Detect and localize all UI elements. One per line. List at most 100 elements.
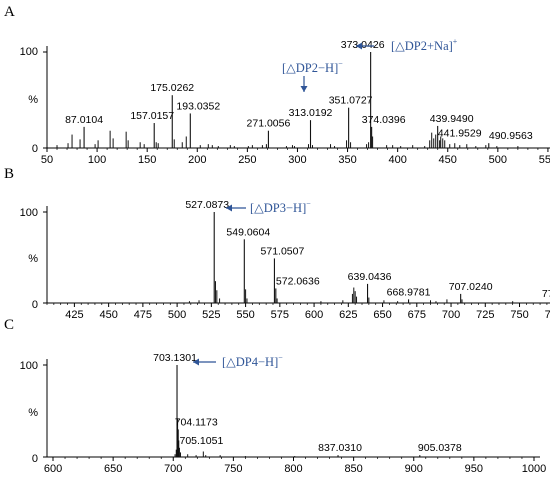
annotation-charge: − — [338, 59, 343, 68]
peak-label: 439.9490 — [430, 113, 474, 125]
peak-label: 707.0240 — [449, 281, 493, 293]
panel-c-letter: C — [4, 317, 14, 333]
peak-label: 441.9529 — [438, 127, 482, 139]
panel-a-labeled-peaks: 87.0104 157.0157175.0262193.0352271.00563… — [65, 39, 533, 148]
x-tick-label: 1000 — [522, 463, 546, 475]
peak-label: 373.0426 — [341, 39, 385, 51]
spectrum-panel-a: A 100 0 % 50 100 150 200 250 300 350 400 450 500 5… — [4, 4, 550, 166]
annotation-label: [△DP2+Na]+ — [391, 37, 458, 53]
panel-b-letter: B — [4, 166, 14, 182]
x-tick-label: 525 — [202, 309, 220, 321]
annotation-label: [△DP4−H]− — [222, 353, 283, 369]
peak-label: 704.1173 — [175, 416, 218, 428]
peak-label: 175.0262 — [150, 82, 194, 94]
x-tick-label: 950 — [465, 463, 483, 475]
panel-c-ymin-label: 0 — [32, 453, 38, 465]
x-tick-label: 600 — [44, 463, 62, 475]
peak-label: 905.0378 — [418, 442, 462, 454]
panel-b-minor-peaks — [188, 281, 514, 303]
annotation-arrowhead — [356, 42, 362, 50]
peak-label: 703.1301 — [153, 352, 197, 364]
panel-a-minor-peaks — [56, 130, 519, 148]
x-tick-label: 150 — [138, 154, 156, 166]
x-tick-label: 775 — [545, 309, 550, 321]
x-tick-label: 725 — [476, 309, 494, 321]
x-tick-label: 250 — [238, 154, 256, 166]
peak-label: 87.0104 — [65, 114, 103, 126]
x-tick-label: 425 — [65, 309, 83, 321]
x-tick-label: 575 — [271, 309, 289, 321]
annotation-label: [△DP2−H]− — [282, 59, 343, 75]
annotation-charge: + — [453, 37, 458, 46]
x-tick-label: 550 — [236, 309, 254, 321]
x-tick-label: 675 — [408, 309, 426, 321]
panel-c-labeled-peaks: 703.1301 704.1173 705.1051 837.0310 905.0378 — [153, 352, 462, 457]
panel-b-ymax-label: 100 — [20, 207, 38, 219]
x-tick-label: 900 — [405, 463, 423, 475]
panel-c-minor-peaks — [174, 418, 296, 457]
x-tick-label: 650 — [373, 309, 391, 321]
panel-a-ymax-label: 100 — [20, 46, 38, 58]
spectrum-panel-b: B 100 0 % 425 450 475 500 525 550 575 600 625 650… — [4, 166, 550, 321]
x-tick-label: 750 — [224, 463, 242, 475]
peak-label: 705.1051 — [179, 435, 223, 447]
panel-b-annotations: [△DP3−H]− — [226, 199, 311, 215]
x-tick-label: 500 — [489, 154, 507, 166]
peak-label: 639.0436 — [348, 271, 392, 283]
x-tick-label: 50 — [41, 154, 53, 166]
panel-c-ymax-label: 100 — [20, 360, 38, 372]
panel-b-ymin-label: 0 — [32, 299, 38, 311]
panel-b-labeled-peaks: 527.0873 549.0604 571.0507 572.0636 639.0436… — [185, 199, 550, 303]
x-tick-label: 450 — [99, 309, 117, 321]
panel-b-axes: 425 450 475 500 525 550 575 600 625 650 675 700 725 7… — [43, 206, 550, 321]
x-tick-label: 300 — [288, 154, 306, 166]
peak-label: 571.0507 — [261, 245, 305, 257]
peak-label: 271.0056 — [247, 118, 291, 130]
peak-label: 837.0310 — [318, 442, 362, 454]
x-tick-label: 550 — [539, 154, 550, 166]
peak-label: 313.0192 — [289, 107, 333, 119]
annotation-arrowhead — [193, 358, 199, 366]
annotation-label: [△DP3−H]− — [250, 199, 311, 215]
x-tick-label: 500 — [168, 309, 186, 321]
peak-label: 351.0727 — [329, 95, 373, 107]
x-tick-label: 750 — [510, 309, 528, 321]
peak-label: 668.9781 — [387, 286, 431, 298]
spectrum-panel-c: C 100 0 % 600 650 700 750 800 850 900 950 1000 7… — [4, 317, 546, 475]
x-tick-label: 700 — [164, 463, 182, 475]
panel-a-axes: 50 100 150 200 250 300 350 400 450 500 550 — [41, 46, 550, 166]
annotation-arrowhead — [300, 86, 308, 92]
peak-label: 490.9563 — [489, 130, 533, 142]
annotation-arrowhead — [226, 204, 232, 212]
x-tick-label: 850 — [344, 463, 362, 475]
x-tick-label: 100 — [88, 154, 106, 166]
panel-b-ylabel: % — [28, 253, 38, 265]
x-tick-label: 475 — [134, 309, 152, 321]
panel-c-annotations: [△DP4−H]− — [193, 353, 283, 369]
x-tick-label: 625 — [339, 309, 357, 321]
panel-a-ymin-label: 0 — [32, 143, 38, 155]
peak-label: 193.0352 — [176, 100, 220, 112]
x-tick-label: 800 — [284, 463, 302, 475]
peak-label: 572.0636 — [276, 275, 320, 287]
peak-label: 527.0873 — [185, 199, 229, 211]
panel-c-ylabel: % — [28, 407, 38, 419]
panel-a-annotations: [△DP2+Na]+ [△DP2−H]− — [282, 37, 458, 92]
peak-label: 775.0204 — [542, 288, 550, 300]
x-tick-label: 700 — [442, 309, 460, 321]
x-tick-label: 600 — [305, 309, 323, 321]
peak-label: 374.0396 — [362, 114, 406, 126]
panel-c-axes: 600 650 700 750 800 850 900 950 1000 — [43, 359, 546, 475]
peak-label: 549.0604 — [226, 226, 270, 238]
x-tick-label: 350 — [338, 154, 356, 166]
x-tick-label: 450 — [439, 154, 457, 166]
annotation-charge: − — [278, 353, 283, 362]
x-tick-label: 650 — [104, 463, 122, 475]
x-tick-label: 200 — [188, 154, 206, 166]
x-tick-label: 400 — [388, 154, 406, 166]
peak-label: 157.0157 — [130, 110, 174, 122]
panel-a-letter: A — [4, 4, 15, 20]
panel-a-ylabel: % — [28, 94, 38, 106]
annotation-charge: − — [306, 199, 311, 208]
